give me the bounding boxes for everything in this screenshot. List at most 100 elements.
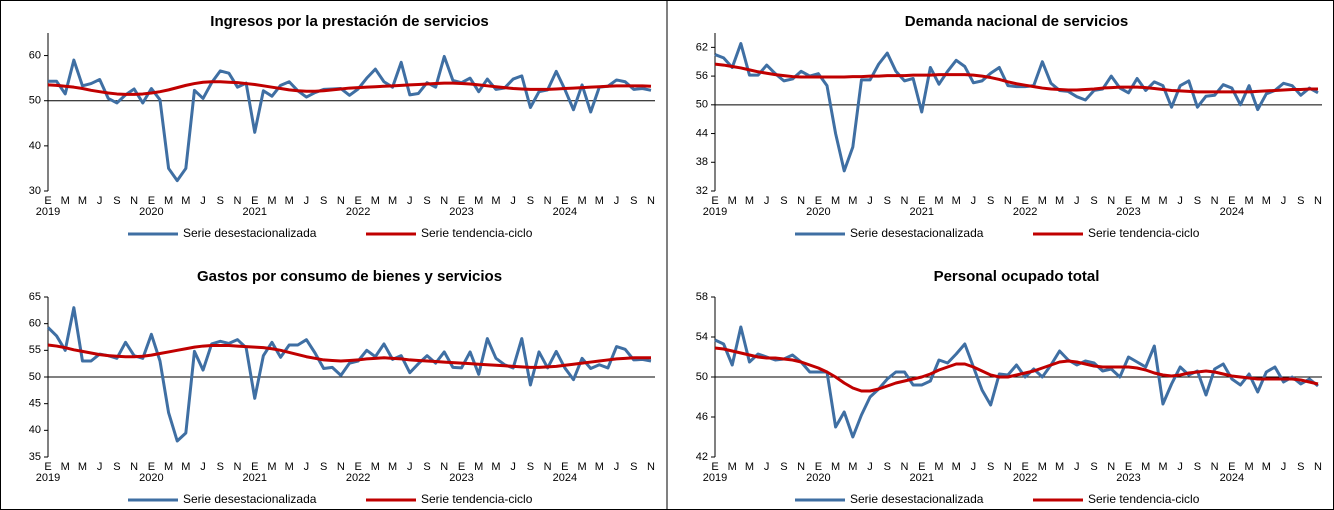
x-tick-label: E <box>815 195 822 207</box>
x-tick-label: M <box>474 461 483 473</box>
x-year-label: 2023 <box>449 206 473 218</box>
x-tick-label: M <box>745 195 754 207</box>
x-tick-label: S <box>1297 195 1304 207</box>
x-year-label: 2022 <box>346 472 370 484</box>
x-tick-label: S <box>630 195 637 207</box>
x-tick-label: E <box>1125 461 1132 473</box>
x-tick-label: M <box>952 195 961 207</box>
x-tick-label: J <box>510 461 516 473</box>
x-tick-label: M <box>831 461 840 473</box>
x-year-label: 2019 <box>36 472 60 484</box>
x-tick-label: N <box>1314 461 1322 473</box>
x-tick-label: N <box>130 195 138 207</box>
y-tick-label: 38 <box>696 156 708 168</box>
x-tick-label: E <box>561 195 568 207</box>
x-tick-label: S <box>423 195 430 207</box>
x-tick-label: J <box>764 461 770 473</box>
x-tick-label: J <box>764 195 770 207</box>
x-tick-label: N <box>1004 195 1012 207</box>
x-tick-label: M <box>934 461 943 473</box>
legend-label: Serie tendencia-ciclo <box>421 492 533 506</box>
x-tick-label: M <box>1055 461 1064 473</box>
x-tick-label: M <box>1158 195 1167 207</box>
x-tick-label: M <box>1038 195 1047 207</box>
x-tick-label: M <box>577 461 586 473</box>
x-tick-label: E <box>44 195 51 207</box>
x-tick-label: M <box>285 195 294 207</box>
x-tick-label: S <box>1194 461 1201 473</box>
y-tick-label: 46 <box>696 411 708 423</box>
x-year-label: 2020 <box>806 472 830 484</box>
y-tick-label: 60 <box>29 318 41 330</box>
x-tick-label: N <box>337 461 345 473</box>
y-tick-label: 35 <box>29 451 41 463</box>
x-tick-label: M <box>1158 461 1167 473</box>
x-tick-label: S <box>1090 461 1097 473</box>
x-tick-label: E <box>1021 461 1028 473</box>
x-tick-label: S <box>1297 461 1304 473</box>
series-line <box>47 343 651 369</box>
x-tick-label: M <box>1244 195 1253 207</box>
x-tick-label: M <box>78 461 87 473</box>
x-tick-label: N <box>544 461 552 473</box>
x-year-label: 2023 <box>449 472 473 484</box>
x-tick-label: J <box>971 195 977 207</box>
x-tick-label: M <box>577 195 586 207</box>
x-tick-label: J <box>200 461 206 473</box>
x-tick-label: S <box>884 195 891 207</box>
chart-title: Personal ocupado total <box>934 268 1100 285</box>
x-tick-label: M <box>952 461 961 473</box>
x-year-label: 2021 <box>243 472 267 484</box>
x-tick-label: M <box>1055 195 1064 207</box>
x-tick-label: E <box>44 461 51 473</box>
x-tick-label: N <box>1107 461 1115 473</box>
x-tick-label: S <box>113 195 120 207</box>
x-tick-label: M <box>491 461 500 473</box>
x-tick-label: E <box>561 461 568 473</box>
y-tick-label: 58 <box>696 291 708 303</box>
x-tick-label: J <box>510 195 516 207</box>
x-tick-label: E <box>354 195 361 207</box>
x-tick-label: N <box>1211 195 1219 207</box>
x-year-label: 2023 <box>1116 472 1140 484</box>
x-tick-label: E <box>711 195 718 207</box>
x-tick-label: M <box>181 195 190 207</box>
x-tick-label: S <box>987 195 994 207</box>
x-tick-label: S <box>217 461 224 473</box>
x-tick-label: S <box>780 195 787 207</box>
x-tick-label: S <box>527 461 534 473</box>
legend-label: Serie tendencia-ciclo <box>1088 492 1200 506</box>
y-tick-label: 30 <box>29 185 41 197</box>
x-tick-label: N <box>234 461 242 473</box>
y-tick-label: 56 <box>696 70 708 82</box>
legend-label: Serie desestacionalizada <box>183 492 317 506</box>
x-tick-label: S <box>320 195 327 207</box>
legend-label: Serie tendencia-ciclo <box>1088 226 1200 240</box>
x-tick-label: J <box>304 461 310 473</box>
legend-label: Serie desestacionalizada <box>850 226 984 240</box>
x-tick-label: J <box>867 461 873 473</box>
x-tick-label: J <box>1281 195 1287 207</box>
y-tick-label: 42 <box>696 451 708 463</box>
x-tick-label: S <box>1194 195 1201 207</box>
y-tick-label: 40 <box>29 424 41 436</box>
x-tick-label: J <box>867 195 873 207</box>
legend-label: Serie desestacionalizada <box>183 226 317 240</box>
x-tick-label: M <box>285 461 294 473</box>
x-tick-label: J <box>971 461 977 473</box>
x-tick-label: N <box>647 461 655 473</box>
x-tick-label: N <box>544 195 552 207</box>
x-tick-label: N <box>797 461 805 473</box>
x-year-label: 2022 <box>346 206 370 218</box>
x-tick-label: E <box>711 461 718 473</box>
x-tick-label: E <box>1125 195 1132 207</box>
x-tick-label: M <box>595 195 604 207</box>
x-tick-label: M <box>388 195 397 207</box>
x-tick-label: S <box>113 461 120 473</box>
x-year-label: 2022 <box>1013 206 1037 218</box>
series-line <box>47 80 652 96</box>
x-tick-label: S <box>320 461 327 473</box>
x-tick-label: S <box>987 461 994 473</box>
y-tick-label: 32 <box>696 185 708 197</box>
x-tick-label: E <box>1228 461 1235 473</box>
